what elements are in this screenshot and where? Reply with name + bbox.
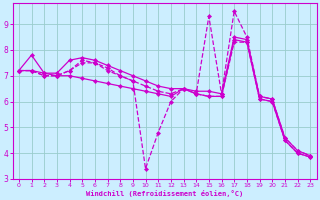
X-axis label: Windchill (Refroidissement éolien,°C): Windchill (Refroidissement éolien,°C) [86,190,243,197]
